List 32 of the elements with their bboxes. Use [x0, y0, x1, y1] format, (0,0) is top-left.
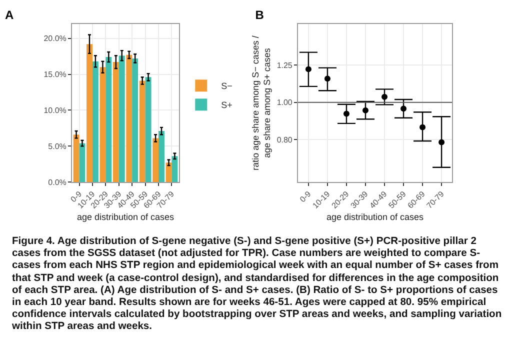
y-tick-label: 10.0%	[44, 106, 66, 115]
bar	[132, 58, 138, 182]
caption: Figure 4. Age distribution of S-gene negative (S-) and S-gene positive (S+) PCR-positive pillar 2 cases from the SGSS dataset (not adjusted for TPR). Case numbers are weighted to compare S- cases from each NHS STP region and epidemiological week with an equal number of S+ cases from that STP and week (a case-control design), and standardised for differences in the age composition of each STP area. (A) Age distribution of S- and S+ cases. (B) Ratio of S- to S+ proportions of cases in each 10 year band. Results shown are for weeks 46-51. Ages were capped at 80. 95% empirical confidence intervals calculated by bootstrapping over STP areas and weeks, and sampling variation within STP areas and weeks.	[12, 236, 502, 334]
bar	[92, 61, 98, 182]
bar	[100, 67, 106, 182]
chart-title: B	[255, 8, 264, 22]
bar	[112, 62, 119, 182]
bar	[118, 56, 125, 182]
bar	[158, 131, 164, 182]
x-tick-label: 0-9	[298, 189, 314, 204]
bar	[79, 143, 86, 182]
bar	[106, 57, 112, 182]
bar	[73, 134, 80, 182]
y-tick-label: 0.80	[276, 135, 293, 144]
y-axis-title: ratio age share among S− cases / age share among S+ cases	[250, 35, 272, 170]
y-tick-label: 1.00	[276, 98, 293, 108]
y-tick-label: 15.0%	[44, 70, 66, 80]
legend-label: S−	[221, 81, 232, 92]
y-tick-label: 5.0%	[48, 142, 66, 151]
y-tick-label: 0.0%	[48, 178, 66, 187]
legend-label: S+	[221, 100, 232, 110]
x-axis-title: age distribution of cases	[326, 212, 424, 222]
y-tick-label: 1.25	[276, 60, 293, 70]
bar	[86, 44, 92, 182]
bar	[126, 54, 132, 182]
bar	[172, 156, 178, 182]
chart-title: A	[5, 8, 14, 22]
bar	[139, 80, 146, 182]
y-tick-label: 20.0%	[44, 34, 66, 44]
x-axis-title: age distribution of cases	[76, 212, 175, 222]
bar	[145, 77, 152, 182]
bar	[152, 138, 159, 182]
